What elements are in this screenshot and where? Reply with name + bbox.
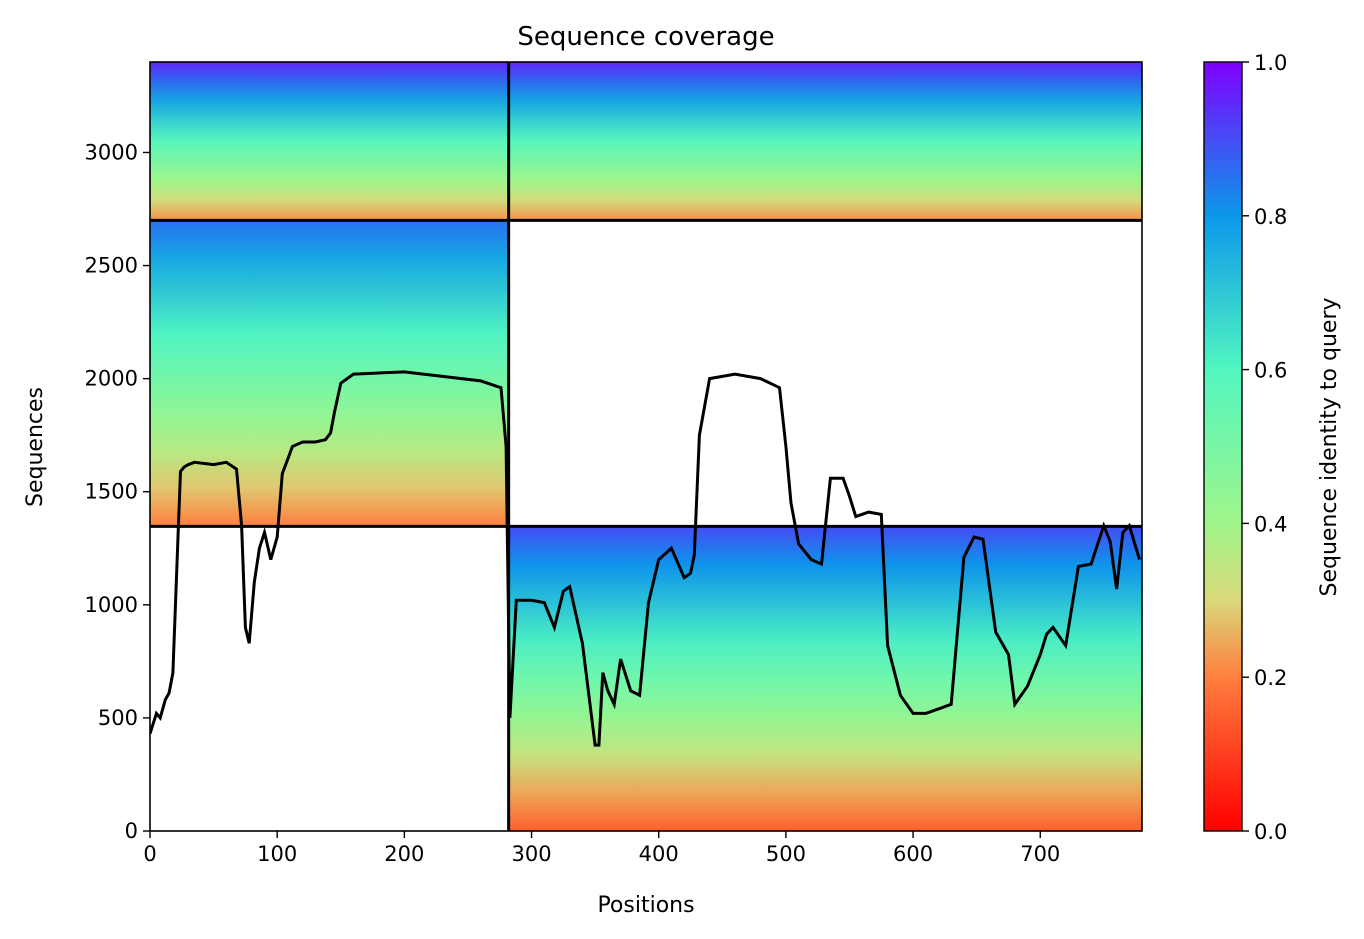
colorbar-tick-label: 0.4	[1254, 512, 1287, 536]
chart-title: Sequence coverage	[517, 22, 774, 52]
y-tick-label: 0	[125, 819, 138, 843]
x-tick-label: 700	[1020, 842, 1060, 866]
x-tick-label: 500	[766, 842, 806, 866]
coverage-blocks	[150, 62, 1142, 831]
x-axis-title: Positions	[597, 893, 694, 918]
colorbar-ticks: 0.0 0.2 0.4 0.6 0.8 1.0	[1242, 51, 1287, 844]
coverage-line	[150, 370, 1141, 747]
y-tick-label: 2000	[85, 367, 138, 391]
y-tick-label: 500	[98, 706, 138, 730]
colorbar-tick-label: 0.6	[1254, 359, 1287, 383]
colorbar-tick-label: 0.2	[1254, 666, 1287, 690]
colorbar: 0.0 0.2 0.4 0.6 0.8 1.0 Sequence identity to …	[1203, 51, 1342, 844]
colorbar-gradient	[1203, 61, 1243, 832]
colorbar-tick-label: 1.0	[1254, 51, 1287, 75]
coverage-block	[150, 220, 509, 527]
plot-area: 0 100 200 300 400 500 600 700 0 500 1000 1500 2000 2…	[85, 61, 1143, 866]
x-tick-label: 100	[257, 842, 297, 866]
x-tick-label: 200	[384, 842, 424, 866]
y-tick-label: 3000	[85, 140, 138, 164]
coverage-block	[508, 62, 1142, 221]
coverage-block	[150, 62, 509, 221]
x-tick-label: 0	[143, 842, 156, 866]
x-tick-label: 400	[639, 842, 679, 866]
y-axis-title: Sequences	[23, 387, 48, 507]
y-tick-label: 2500	[85, 254, 138, 278]
colorbar-tick-label: 0.0	[1254, 820, 1287, 844]
plot-frame	[149, 61, 1143, 832]
x-tick-label: 600	[893, 842, 933, 866]
colorbar-tick-label: 0.8	[1254, 205, 1287, 229]
x-tick-label: 300	[511, 842, 551, 866]
y-axis-ticks: 0 500 1000 1500 2000 2500 3000	[85, 140, 150, 843]
coverage-block	[508, 526, 1142, 831]
colorbar-title: Sequence identity to query	[1317, 297, 1342, 596]
x-axis-ticks: 0 100 200 300 400 500 600 700	[143, 831, 1060, 866]
y-tick-label: 1000	[85, 593, 138, 617]
y-tick-label: 1500	[85, 480, 138, 504]
